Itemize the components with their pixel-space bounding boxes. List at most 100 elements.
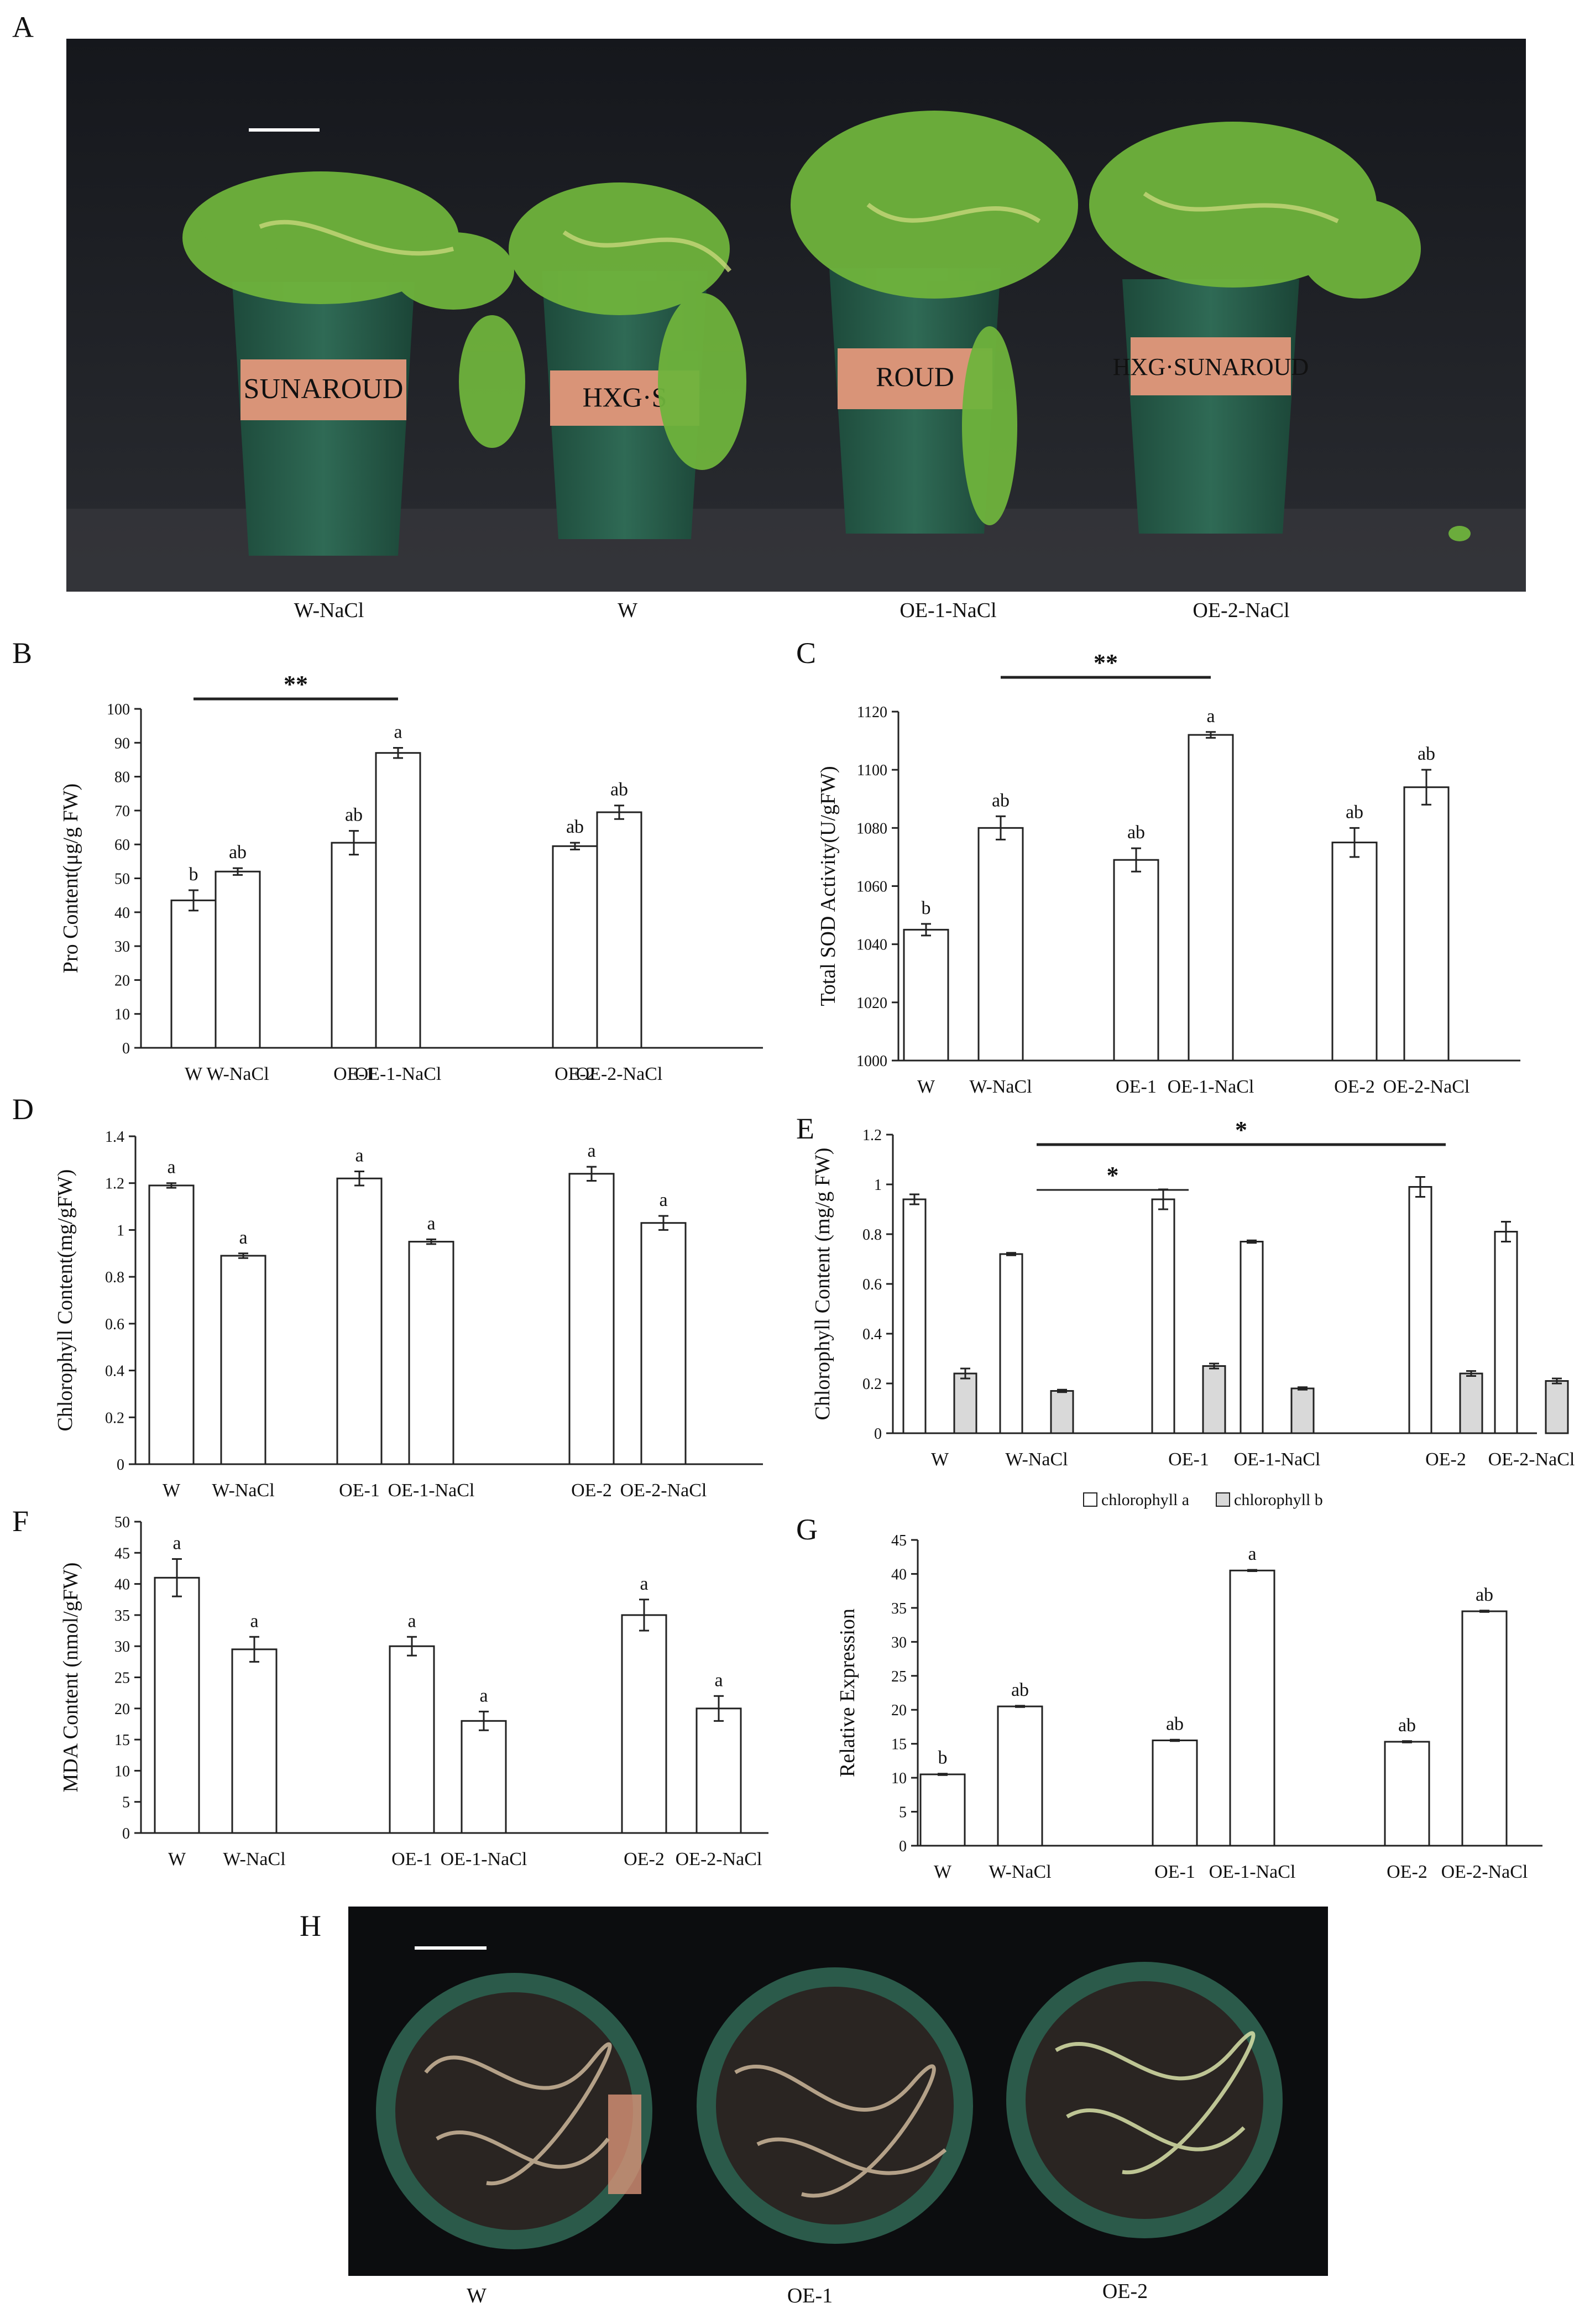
category-label-d-5: OE-2-NaCl [620,1480,707,1501]
significance-letter-g-3: a [1248,1544,1256,1564]
significance-letter-b-3: a [394,722,402,742]
y-tick-label-f-3: 15 [114,1732,130,1749]
bar-e-1-1 [1050,1390,1074,1434]
bar-c-5 [1403,786,1450,1062]
category-label-c-1: W-NaCl [969,1077,1032,1097]
top-pot-2 [697,1967,973,2244]
y-tick-label-e-3: 0.6 [862,1276,882,1293]
y-axis-label-c: Total SOD Activity(U/gFW) [817,766,840,1006]
y-tick-label-g-0: 0 [899,1838,907,1855]
category-label-f-4: OE-2 [624,1849,665,1869]
legend-label-e-1: chlorophyll b [1234,1491,1323,1509]
y-tick-label-g-1: 5 [899,1804,907,1821]
bar-g-5 [1461,1610,1508,1847]
caption-a-w: W [618,599,637,622]
plant-photo-h-drawing [348,1907,1328,2276]
svg-text:ROUD: ROUD [876,361,954,392]
significance-letter-c-2: ab [1127,822,1145,843]
y-tick-label-b-2: 20 [114,972,130,989]
bar-d-1 [220,1255,266,1465]
svg-text:HXG·SUNAROUD: HXG·SUNAROUD [1113,353,1309,380]
category-label-b-2: OE-1 [333,1064,374,1084]
svg-text:HXG·S: HXG·S [583,382,667,412]
category-label-e-5: OE-2-NaCl [1488,1449,1575,1470]
y-tick-label-c-5: 1100 [857,762,887,779]
significance-letter-f-2: a [407,1611,416,1631]
caption-h-oe2: OE-2 [1102,2280,1148,2303]
significance-letter-g-1: ab [1011,1680,1029,1700]
y-tick-label-e-2: 0.4 [862,1326,882,1343]
category-label-g-2: OE-1 [1154,1862,1195,1882]
caption-h-oe1: OE-1 [787,2284,833,2307]
y-tick-label-d-2: 0.4 [105,1363,124,1380]
category-label-d-2: OE-1 [339,1480,380,1501]
legend-swatch-e-1 [1216,1492,1230,1507]
panel-letter-d: D [12,1093,34,1126]
y-tick-label-f-2: 10 [114,1763,130,1780]
y-tick-label-e-0: 0 [874,1425,882,1443]
category-label-e-1: W-NaCl [1005,1449,1068,1470]
category-label-d-1: W-NaCl [212,1480,274,1501]
y-tick-label-b-4: 40 [114,905,130,922]
y-tick-label-g-7: 35 [891,1600,907,1617]
significance-letter-d-5: a [659,1190,667,1210]
bar-e-0-5 [1494,1231,1518,1434]
significance-letter-c-4: ab [1346,802,1363,822]
y-tick-label-e-5: 1 [874,1177,882,1194]
significance-letter-b-5: ab [610,780,628,800]
top-pot-3 [1006,1962,1283,2238]
category-label-b-1: W-NaCl [206,1064,269,1084]
significance-letter-f-4: a [640,1574,648,1594]
y-tick-label-e-4: 0.8 [862,1226,882,1244]
legend-label-e-0: chlorophyll a [1101,1491,1189,1509]
panel-letter-g: G [796,1513,818,1546]
category-label-d-4: OE-2 [571,1480,612,1501]
y-axis-label-d: Chlorophyll Content(mg/gFW) [54,1169,77,1432]
svg-text:SUNAROUD: SUNAROUD [244,373,404,405]
category-label-g-4: OE-2 [1387,1862,1427,1882]
bar-g-0 [919,1773,966,1847]
y-tick-label-f-6: 30 [114,1638,130,1655]
category-label-c-5: OE-2-NaCl [1383,1077,1470,1097]
significance-letter-d-2: a [355,1146,363,1166]
pot-1: SUNAROUD [232,282,415,556]
bar-b-3 [375,752,421,1049]
bar-f-2 [389,1645,435,1834]
foliage [182,111,1471,541]
y-tick-label-g-9: 45 [891,1532,907,1549]
category-label-g-5: OE-2-NaCl [1441,1862,1528,1882]
significance-letter-c-3: a [1206,706,1215,727]
category-label-b-0: W [185,1064,203,1084]
y-tick-label-f-10: 50 [114,1514,130,1531]
y-tick-label-b-3: 30 [114,938,130,955]
significance-letter-b-4: ab [566,817,584,837]
significance-letter-b-1: ab [229,842,247,863]
top-pot-1 [376,1973,652,2249]
y-tick-label-g-8: 40 [891,1566,907,1583]
category-label-e-2: OE-1 [1168,1449,1209,1470]
bar-e-0-2 [1151,1198,1175,1434]
y-axis-label-b: Pro Content(μg/g FW) [59,784,82,973]
category-label-e-3: OE-1-NaCl [1234,1449,1321,1470]
y-axis-label-g: Relative Expression [836,1608,859,1777]
significance-letter-c-0: b [922,898,931,918]
bar-c-1 [977,827,1024,1062]
category-label-f-0: W [168,1849,186,1869]
y-tick-label-g-4: 20 [891,1702,907,1719]
y-tick-label-d-6: 1.2 [105,1176,124,1193]
bar-c-3 [1188,734,1234,1062]
plant-photo-a: SUNAROUD HXG·S ROUD HXG·SUNAROUD [66,39,1526,592]
significance-letter-f-0: a [172,1533,181,1554]
significance-letter-d-4: a [587,1141,595,1161]
significance-letter-g-4: ab [1398,1715,1416,1736]
category-label-c-2: OE-1 [1116,1077,1157,1097]
category-label-g-1: W-NaCl [989,1862,1051,1882]
bar-g-1 [997,1705,1043,1847]
plant-photo-a-drawing: SUNAROUD HXG·S ROUD HXG·SUNAROUD [66,39,1526,592]
y-tick-label-g-5: 25 [891,1668,907,1685]
caption-a-oe2-nacl: OE-2-NaCl [1193,599,1290,622]
y-tick-label-g-2: 10 [891,1770,907,1787]
